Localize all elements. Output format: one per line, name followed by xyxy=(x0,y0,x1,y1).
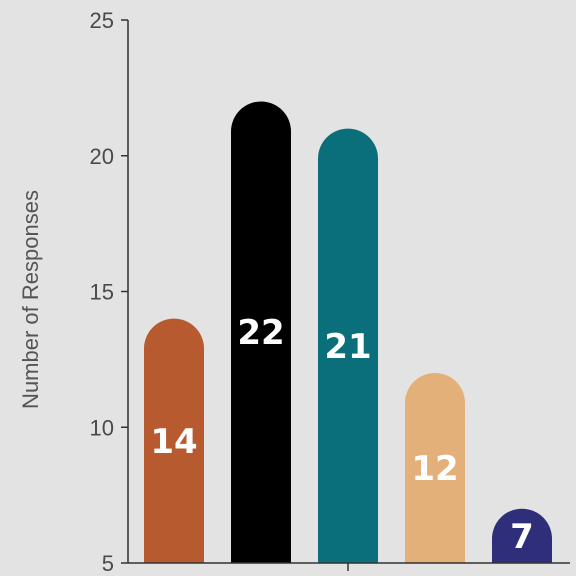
y-tick-label: 10 xyxy=(90,415,114,440)
bar-data-label: 12 xyxy=(411,449,458,489)
x-axis xyxy=(128,562,570,571)
y-axis-title: Number of Responses xyxy=(18,190,43,409)
bar xyxy=(318,128,378,563)
bar-data-label: 22 xyxy=(237,313,284,353)
bar xyxy=(492,508,552,563)
y-tick-label: 25 xyxy=(90,8,114,33)
bar-data-label: 21 xyxy=(324,327,371,367)
bars xyxy=(144,101,552,563)
bar-data-label: 14 xyxy=(150,422,197,462)
bar-data-labels: 14 22 21 12 7 xyxy=(150,313,534,557)
y-tick-label: 15 xyxy=(90,280,114,305)
y-axis: 5 10 15 20 25 xyxy=(90,8,129,576)
bar xyxy=(144,318,204,563)
y-tick-label: 20 xyxy=(90,144,114,169)
y-axis-title-group: Number of Responses xyxy=(18,190,43,409)
bar xyxy=(231,101,291,563)
y-tick-label: 5 xyxy=(102,551,114,576)
bar xyxy=(405,372,465,563)
bar-data-label: 7 xyxy=(510,517,534,557)
